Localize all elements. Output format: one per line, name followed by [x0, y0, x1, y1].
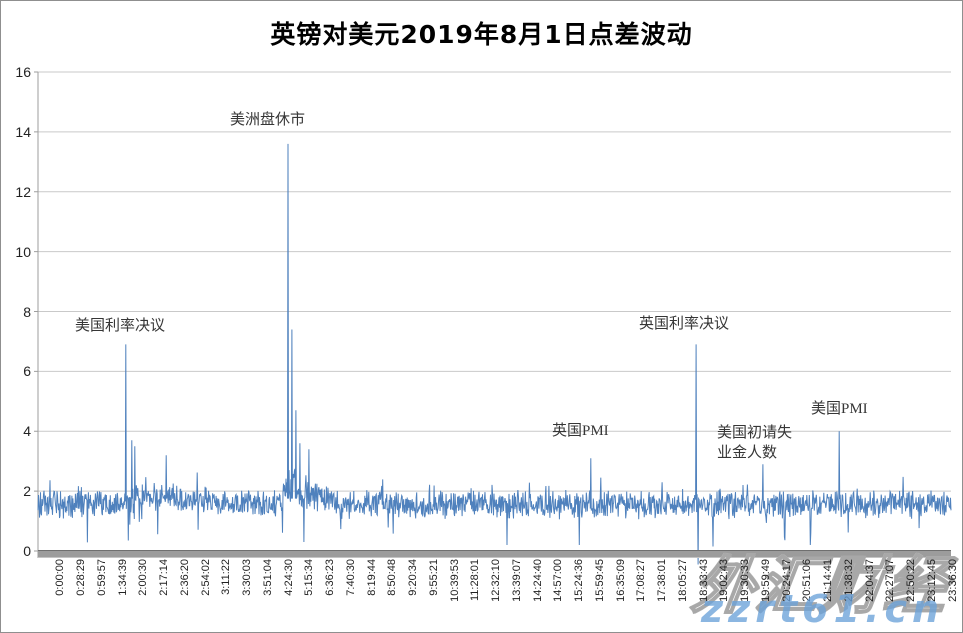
y-axis-label: 12	[15, 183, 31, 200]
watermark-domain: zzrt61.cn	[701, 587, 945, 631]
x-axis-label: 6:36:23	[324, 559, 337, 596]
x-axis-label: 8:19:44	[365, 559, 378, 596]
x-axis-label: 16:35:09	[614, 559, 627, 602]
y-axis-label: 0	[23, 543, 31, 559]
x-axis-label: 2:00:30	[137, 559, 150, 596]
x-axis-label: 2:54:02	[199, 559, 212, 596]
x-axis-label: 12:32:10	[490, 559, 503, 602]
annotation-us-pmi: 美国PMI	[811, 401, 868, 417]
y-axis-label: 10	[15, 243, 31, 260]
annotation-us-claims: 美国初请失 业金人数	[717, 425, 793, 461]
spread-line-series	[37, 143, 952, 565]
x-axis-label: 8:50:48	[386, 559, 399, 596]
x-axis-label: 11:28:01	[469, 559, 482, 602]
x-axis-label: 5:15:34	[303, 559, 316, 596]
annotation-uk-pmi: 英国PMI	[552, 423, 609, 439]
x-axis-label: 17:08:27	[635, 559, 648, 602]
y-axis-label: 16	[15, 64, 31, 80]
y-axis-label: 14	[15, 123, 31, 140]
x-axis-label: 0:59:57	[95, 559, 108, 596]
x-axis-label: 4:24:30	[282, 559, 295, 596]
x-axis-label: 13:39:07	[510, 559, 523, 602]
x-axis-label: 0:00:00	[54, 559, 67, 596]
y-axis-label: 4	[23, 423, 31, 440]
x-axis-label: 18:05:27	[676, 559, 689, 602]
annotation-us-rate: 美国利率决议	[75, 318, 166, 334]
x-axis-label: 23:36:30	[946, 559, 959, 602]
x-axis-label: 1:34:39	[116, 559, 129, 596]
x-axis-label: 14:24:40	[531, 559, 544, 602]
x-axis-label: 17:38:01	[656, 559, 669, 602]
x-axis-label: 9:20:34	[407, 559, 420, 596]
x-axis-label: 15:59:45	[593, 559, 606, 602]
y-axis-label: 6	[23, 363, 31, 380]
x-axis-label: 2:36:20	[178, 559, 191, 596]
chart-title: 英镑对美元2019年8月1日点差波动	[270, 20, 693, 49]
x-axis-label: 3:30:03	[241, 559, 254, 596]
y-axis-label: 8	[23, 303, 31, 320]
x-axis-strip	[38, 550, 951, 558]
x-axis-label: 15:24:36	[573, 559, 586, 602]
y-axis-label: 2	[23, 483, 31, 500]
x-axis-label: 7:40:30	[344, 559, 357, 596]
x-axis-label: 14:57:00	[552, 559, 565, 602]
x-axis-label: 9:55:21	[427, 559, 440, 596]
annotation-us-close: 美洲盘休市	[230, 112, 306, 128]
x-axis-label: 3:11:22	[220, 559, 233, 595]
annotation-uk-rate: 英国利率决议	[639, 316, 730, 332]
x-axis-label: 2:17:14	[158, 559, 171, 596]
x-axis-label: 10:39:53	[448, 559, 461, 602]
x-axis-label: 3:51:04	[261, 559, 274, 596]
x-axis-label: 0:28:29	[75, 559, 88, 596]
